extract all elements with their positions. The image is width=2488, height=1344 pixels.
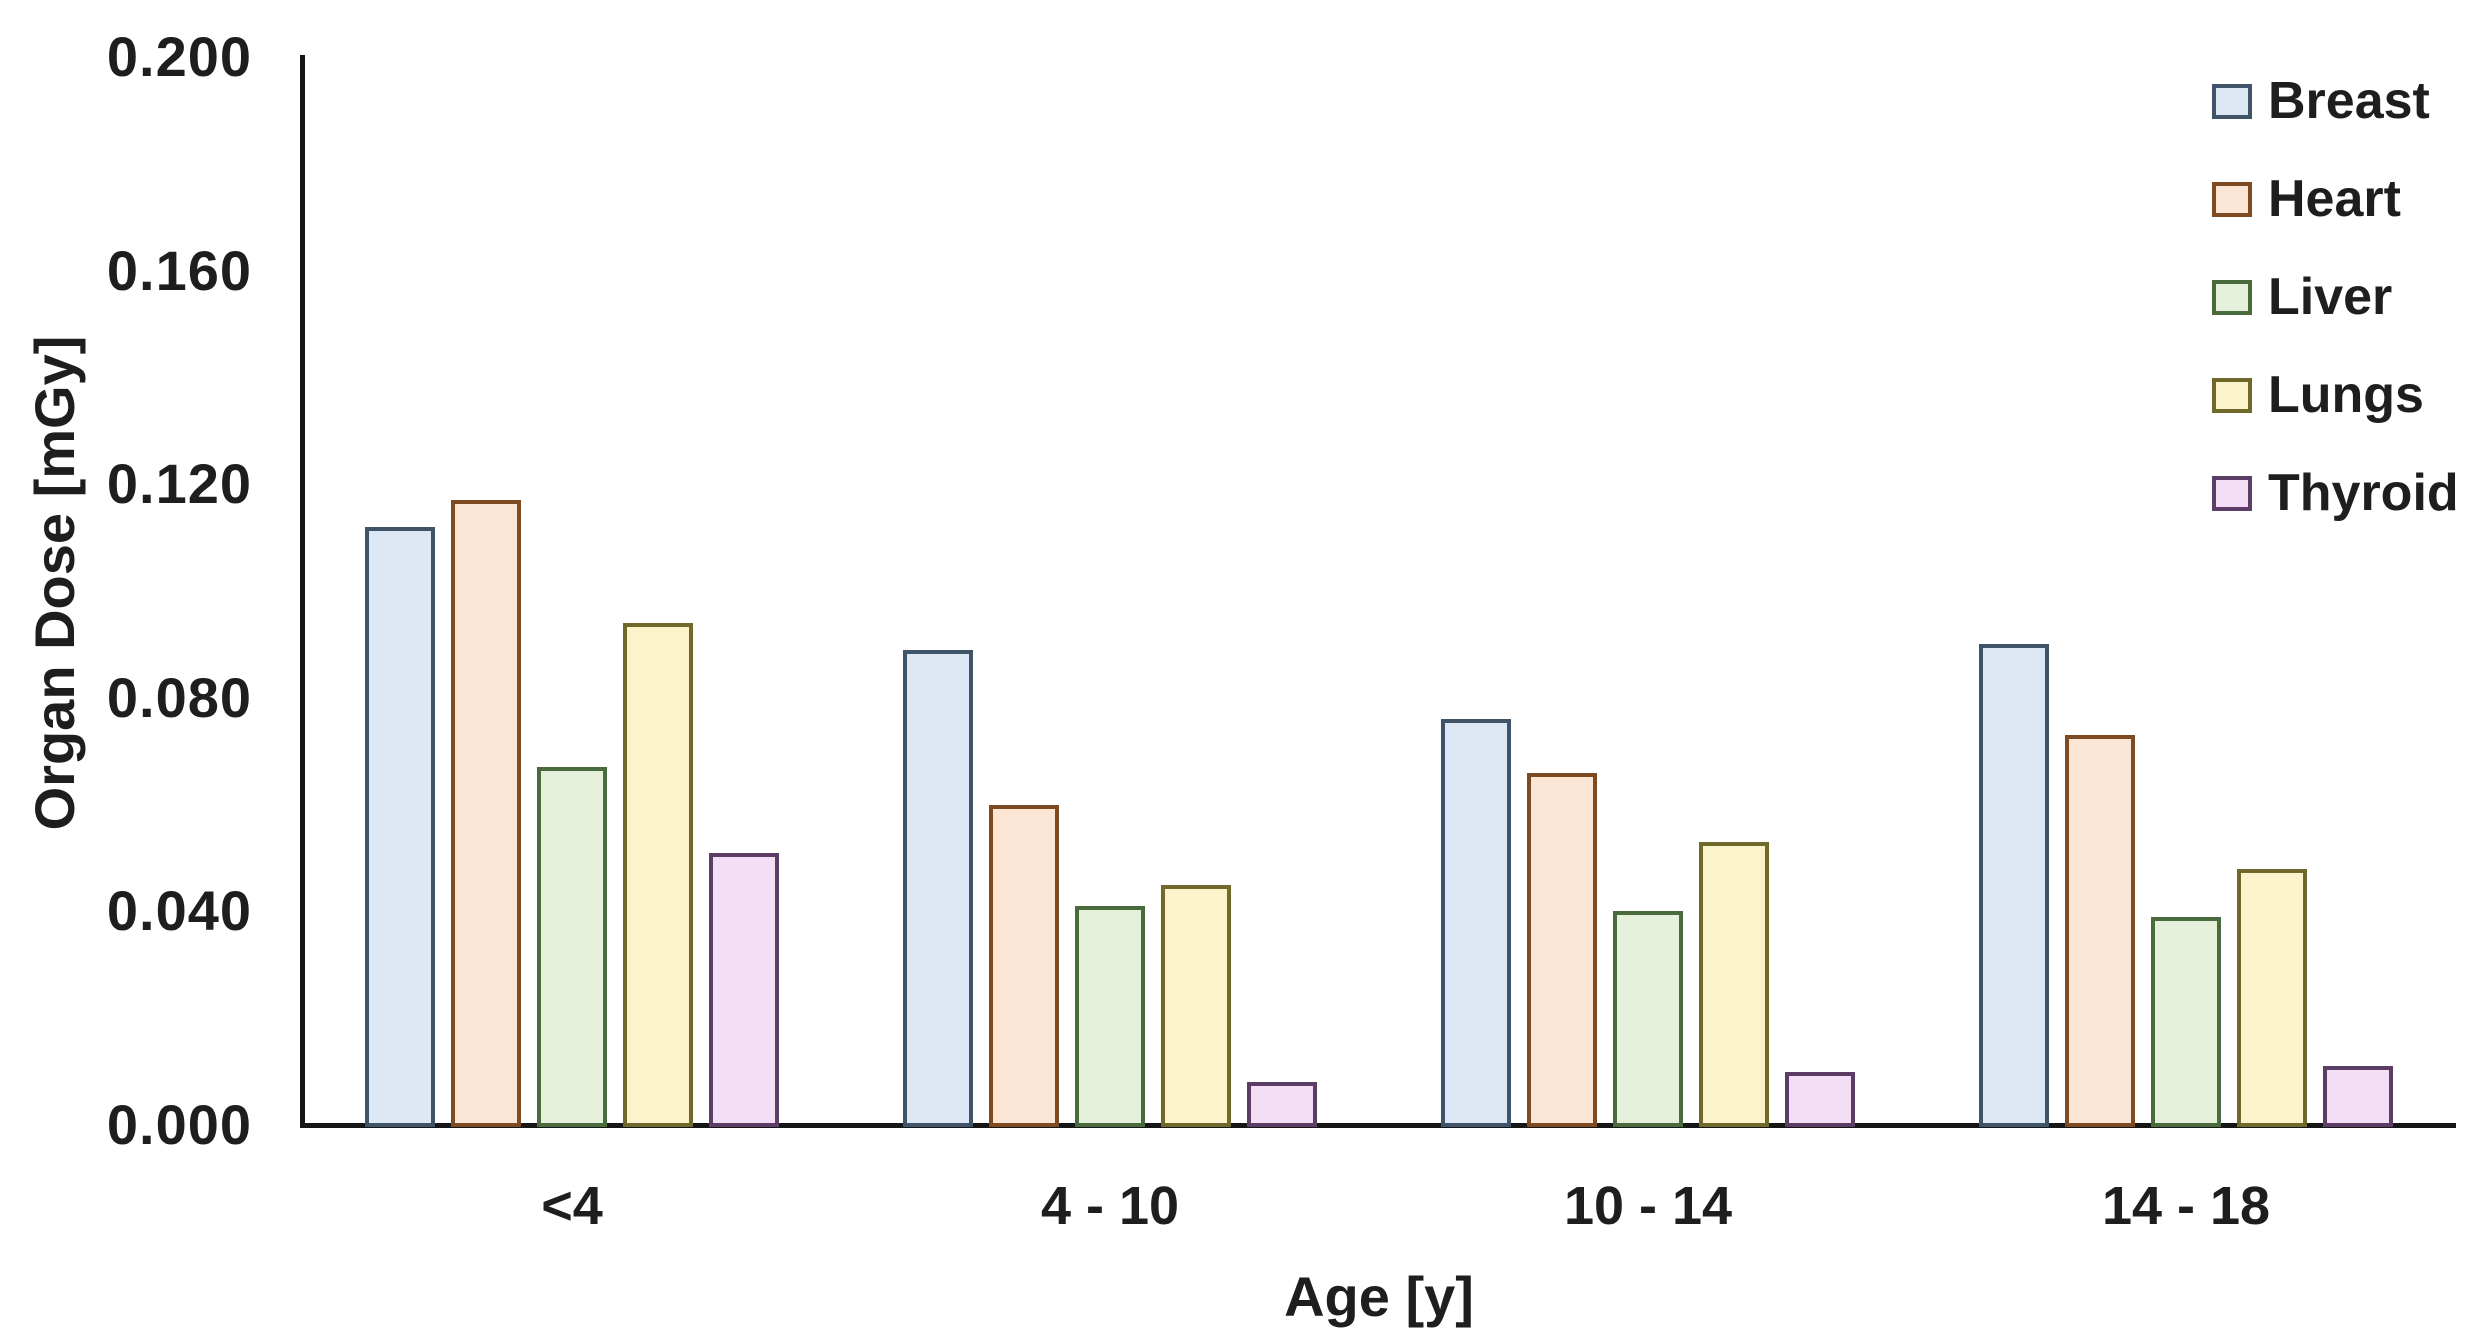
y-tick-label: 0.160 bbox=[106, 238, 252, 302]
legend-label: Breast bbox=[2268, 72, 2430, 130]
bar-breast-1 bbox=[365, 526, 435, 1127]
legend-item-heart: Heart bbox=[2212, 150, 2459, 248]
y-tick-label: 0.200 bbox=[106, 25, 252, 88]
x-tick-label: 14 - 18 bbox=[2101, 1176, 2271, 1236]
bar-liver-1 bbox=[537, 767, 607, 1127]
x-tick-label: <4 bbox=[541, 1176, 603, 1236]
bar-thyroid-3 bbox=[1785, 1071, 1855, 1127]
legend-item-lungs: Lungs bbox=[2212, 346, 2459, 444]
y-axis-line bbox=[300, 55, 305, 1128]
y-axis-title: Organ Dose [mGy] bbox=[23, 335, 86, 831]
legend-label: Lungs bbox=[2268, 366, 2424, 424]
bar-lungs-3 bbox=[1699, 841, 1769, 1127]
bar-heart-4 bbox=[2065, 735, 2135, 1127]
y-tick-label: 0.040 bbox=[106, 879, 252, 943]
bar-lungs-4 bbox=[2237, 868, 2307, 1127]
x-tick-label: 10 - 14 bbox=[1563, 1176, 1733, 1236]
y-tick-label: 0.000 bbox=[106, 1093, 252, 1156]
bar-heart-1 bbox=[451, 500, 521, 1127]
bar-breast-3 bbox=[1441, 719, 1511, 1127]
bar-liver-3 bbox=[1613, 911, 1683, 1127]
legend-item-thyroid: Thyroid bbox=[2212, 444, 2459, 542]
bar-liver-4 bbox=[2151, 916, 2221, 1127]
legend-marker-icon bbox=[2212, 475, 2252, 511]
legend-item-liver: Liver bbox=[2212, 248, 2459, 346]
bar-breast-4 bbox=[1979, 644, 2049, 1127]
x-axis-title: Age [y] bbox=[1284, 1265, 1474, 1328]
legend-label: Heart bbox=[2268, 170, 2401, 228]
bar-thyroid-4 bbox=[2323, 1066, 2393, 1127]
bar-liver-2 bbox=[1075, 906, 1145, 1127]
bar-heart-2 bbox=[989, 804, 1059, 1127]
bar-thyroid-1 bbox=[709, 852, 779, 1127]
legend-label: Liver bbox=[2268, 268, 2393, 326]
bar-thyroid-2 bbox=[1247, 1082, 1317, 1127]
bar-heart-3 bbox=[1527, 772, 1597, 1127]
x-axis-line bbox=[300, 1123, 2456, 1128]
y-tick-label: 0.120 bbox=[106, 452, 252, 516]
y-tick-label: 0.080 bbox=[106, 665, 252, 729]
legend-marker-icon bbox=[2212, 279, 2252, 315]
legend-item-breast: Breast bbox=[2212, 52, 2459, 150]
bar-lungs-1 bbox=[623, 623, 693, 1127]
legend-marker-icon bbox=[2212, 377, 2252, 413]
x-tick-label: 4 - 10 bbox=[1040, 1176, 1180, 1236]
legend-marker-icon bbox=[2212, 83, 2252, 119]
legend-marker-icon bbox=[2212, 181, 2252, 217]
legend: Breast Heart Liver Lungs Thyroid bbox=[2212, 52, 2459, 542]
bar-breast-2 bbox=[903, 649, 973, 1127]
legend-label: Thyroid bbox=[2268, 464, 2459, 522]
bar-lungs-2 bbox=[1161, 884, 1231, 1127]
